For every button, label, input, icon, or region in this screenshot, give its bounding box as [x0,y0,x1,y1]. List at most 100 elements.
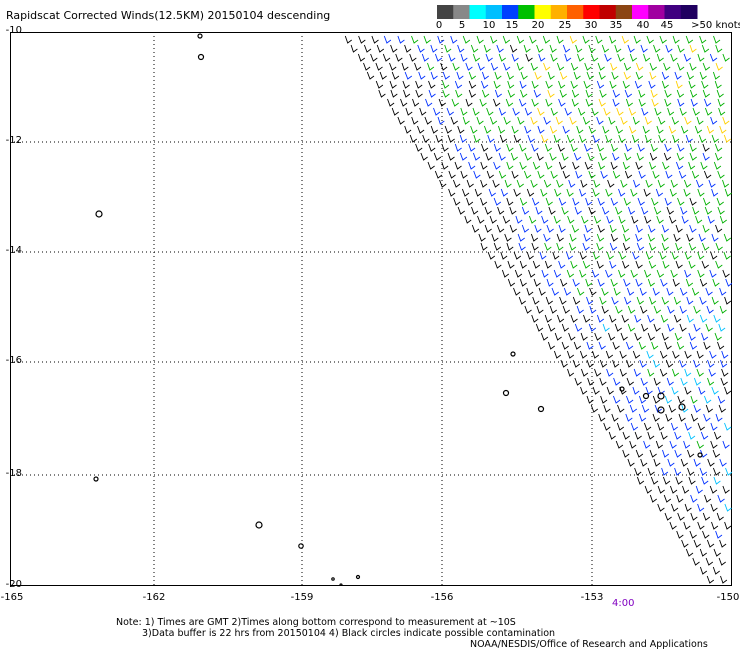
wind-barb [503,116,511,125]
wind-barb [570,62,579,71]
wind-barb [447,134,455,143]
wind-barb [678,413,686,422]
wind-barb [596,80,605,89]
wind-barb [677,143,685,152]
wind-barb [477,62,485,71]
wind-barb [688,332,696,341]
wind-barb [543,179,552,188]
wind-barb [613,287,621,296]
wind-barb [647,278,655,287]
wind-barb [606,368,614,377]
wind-barb [493,242,502,251]
wind-barb [540,332,549,341]
wind-barb [574,377,582,386]
wind-barb [671,251,679,260]
wind-barb [547,71,555,80]
wind-barb [418,71,426,80]
wind-barb [699,296,707,305]
wind-barb [656,215,664,224]
wind-barb [593,215,602,224]
wind-barb [612,98,620,107]
wind-barb [717,494,725,503]
wind-barb [518,296,526,305]
wind-barb [669,485,678,494]
wind-barb [630,269,638,278]
wind-barb [585,278,593,287]
wind-barb [706,539,715,548]
wind-barb [713,35,721,44]
wind-barb [532,296,540,305]
wind-barb [579,269,587,278]
wind-barb [599,377,607,386]
colorbar-label: 5 [458,20,466,31]
wind-barb [415,80,423,89]
wind-barb [623,278,631,287]
wind-barb [441,143,449,152]
wind-barb [703,413,711,422]
wind-barb [611,71,619,80]
wind-barb [675,476,683,485]
wind-barb [623,62,632,71]
wind-barb [608,431,616,440]
island-outline [331,577,335,581]
colorbar-swatch [583,5,600,19]
wind-barb [632,386,640,395]
wind-barb [702,512,711,521]
wind-barb [357,53,366,62]
wind-barb [697,188,705,197]
wind-barb [680,125,689,134]
wind-barb [657,116,666,125]
wind-barb [609,80,617,89]
wind-barb [660,431,668,440]
wind-barb [580,368,589,377]
wind-barb [672,35,680,44]
wind-barb [512,107,520,116]
wind-barb [724,503,732,512]
y-tick-label: -16 [5,355,22,366]
wind-barb [693,359,701,368]
wind-barb [474,188,482,197]
wind-barb [417,44,425,53]
wind-barb [689,89,698,98]
wind-barb [588,323,597,332]
wind-barb [571,98,579,107]
wind-barb [677,395,685,404]
wind-barb [671,386,679,395]
wind-barb [543,116,551,125]
wind-barb [691,170,700,179]
wind-barb [582,35,590,44]
wind-barb [538,287,546,296]
wind-barb [545,161,553,170]
wind-barb [722,440,730,449]
wind-barb [720,359,728,368]
wind-barb [696,368,704,377]
wind-barb [702,89,710,98]
wind-barb [689,44,697,53]
wind-barb [583,143,592,152]
wind-barb [583,233,591,242]
wind-barb [391,107,399,116]
wind-barb [649,494,657,503]
wind-barb [645,251,654,260]
wind-barb [545,80,553,89]
wind-barb [609,224,617,233]
wind-barb [586,359,594,368]
wind-barb [701,260,709,269]
wind-barb [492,179,500,188]
wind-barb [507,260,515,269]
wind-barb [672,134,680,143]
wind-barb [664,341,672,350]
colorbar-swatch [534,5,552,19]
wind-barb [699,278,708,287]
wind-barb [448,170,456,179]
wind-barb [636,296,644,305]
wind-barb [649,296,657,305]
wind-barb [585,89,593,98]
wind-barb [558,98,566,107]
wind-barb [706,575,715,584]
wind-barb [649,71,657,80]
wind-barb [693,539,701,548]
wind-barb [556,314,565,323]
colorbar-swatch [485,5,503,19]
wind-barb [669,188,677,197]
